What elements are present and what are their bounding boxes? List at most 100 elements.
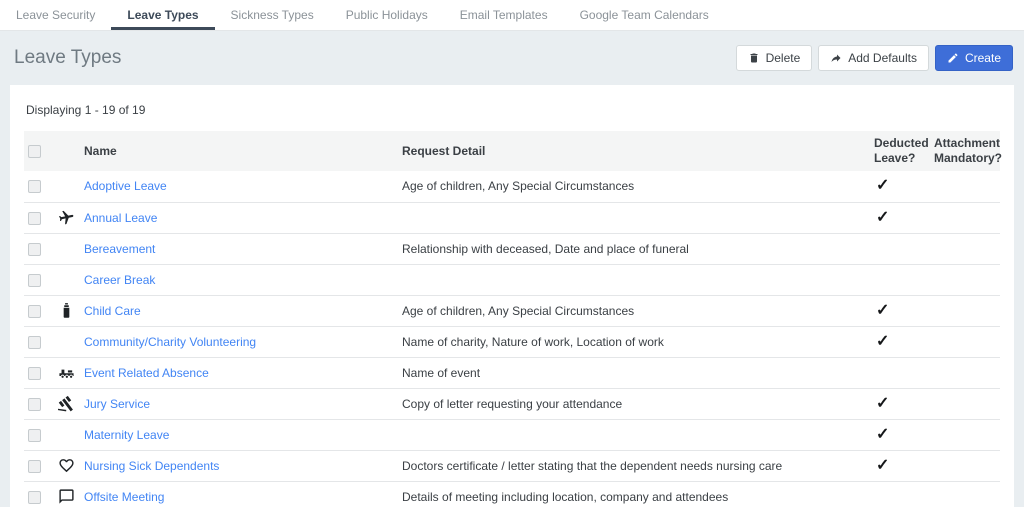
- attachment-mandatory-cell: [930, 233, 1000, 265]
- leave-type-link[interactable]: Nursing Sick Dependents: [84, 458, 220, 473]
- delete-button[interactable]: Delete: [735, 45, 813, 71]
- leave-type-link[interactable]: Career Break: [84, 272, 156, 287]
- row-checkbox[interactable]: [28, 335, 41, 349]
- table-row: Annual Leave ✓: [24, 202, 1000, 234]
- attachment-mandatory-cell: [930, 450, 1000, 482]
- request-detail-cell: Name of event: [398, 357, 870, 389]
- icon-cell: [54, 264, 80, 296]
- name-cell: Child Care: [80, 295, 398, 327]
- attachment-mandatory-cell: [930, 264, 1000, 296]
- attachment-mandatory-cell: [930, 357, 1000, 389]
- request-detail-cell: Details of meeting including location, c…: [398, 481, 870, 507]
- request-detail-cell: [398, 202, 870, 234]
- tab-public-holidays[interactable]: Public Holidays: [345, 8, 428, 22]
- name-cell: Nursing Sick Dependents: [80, 450, 398, 482]
- table-row: Nursing Sick Dependents Doctors certifica…: [24, 450, 1000, 482]
- request-detail-column-header: Request Detail: [398, 131, 870, 171]
- request-detail-cell: [398, 264, 870, 296]
- name-cell: Community/Charity Volunteering: [80, 326, 398, 358]
- checkbox-cell: [24, 481, 54, 507]
- row-checkbox[interactable]: [28, 490, 41, 504]
- name-cell: Bereavement: [80, 233, 398, 265]
- request-detail-cell: Copy of letter requesting your attendanc…: [398, 388, 870, 420]
- tab-leave-security[interactable]: Leave Security: [16, 8, 96, 22]
- table-row: Jury Service Copy of letter requesting yo…: [24, 388, 1000, 420]
- leave-types-table-body: Adoptive Leave Age of children, Any Speci…: [24, 171, 1000, 507]
- tab-google-team-calendars[interactable]: Google Team Calendars: [579, 8, 709, 22]
- row-checkbox[interactable]: [28, 428, 41, 442]
- name-cell: Offsite Meeting: [80, 481, 398, 507]
- attachment-mandatory-cell: [930, 295, 1000, 327]
- deducted-leave-column-header: Deducted Leave?: [870, 131, 930, 171]
- deducted-leave-cell: ✓: [870, 419, 930, 451]
- deducted-leave-cell: ✓: [870, 388, 930, 420]
- leave-type-link[interactable]: Offsite Meeting: [84, 489, 165, 504]
- icon-cell: [54, 171, 80, 203]
- row-checkbox[interactable]: [28, 242, 41, 256]
- toolbar: Delete Add Defaults Create: [735, 45, 1013, 71]
- row-checkbox[interactable]: [28, 211, 41, 225]
- icon-cell: [54, 295, 80, 327]
- attachment-mandatory-cell: [930, 202, 1000, 234]
- create-button[interactable]: Create: [934, 45, 1013, 71]
- baby-bottle-icon: [58, 302, 75, 319]
- icon-cell: [54, 326, 80, 358]
- table-row: Bereavement Relationship with deceased, D…: [24, 233, 1000, 265]
- name-cell: Career Break: [80, 264, 398, 296]
- deducted-leave-cell: [870, 264, 930, 296]
- icon-column-header: [54, 131, 80, 171]
- train-icon: [58, 364, 75, 381]
- create-button-label: Create: [964, 51, 1001, 65]
- check-mark-icon: ✓: [876, 177, 890, 195]
- leave-type-link[interactable]: Child Care: [84, 303, 141, 318]
- checkbox-cell: [24, 326, 54, 358]
- table-row: Event Related Absence Name of event: [24, 357, 1000, 389]
- icon-cell: [54, 357, 80, 389]
- tab-sickness-types[interactable]: Sickness Types: [230, 8, 314, 22]
- row-checkbox[interactable]: [28, 273, 41, 287]
- row-checkbox[interactable]: [28, 366, 41, 380]
- leave-type-link[interactable]: Community/Charity Volunteering: [84, 334, 257, 349]
- tab-email-templates[interactable]: Email Templates: [459, 8, 548, 22]
- icon-cell: [54, 450, 80, 482]
- leave-types-card: Displaying 1 - 19 of 19 Name Request Det…: [10, 85, 1014, 507]
- leave-types-table: Name Request Detail Deducted Leave? Atta…: [24, 131, 1002, 507]
- airplane-icon: [58, 209, 75, 226]
- add-defaults-button[interactable]: Add Defaults: [818, 45, 929, 71]
- row-checkbox[interactable]: [28, 459, 41, 473]
- tab-leave-types[interactable]: Leave Types: [111, 0, 215, 30]
- deducted-leave-cell: ✓: [870, 171, 930, 203]
- leave-type-link[interactable]: Jury Service: [84, 396, 151, 411]
- forward-arrow-icon: [831, 54, 841, 62]
- deducted-leave-cell: ✓: [870, 202, 930, 234]
- attachment-mandatory-cell: [930, 171, 1000, 203]
- check-mark-icon: ✓: [876, 208, 890, 226]
- select-all-checkbox[interactable]: [28, 144, 41, 158]
- checkbox-cell: [24, 357, 54, 389]
- leave-type-link[interactable]: Event Related Absence: [84, 365, 209, 380]
- icon-cell: [54, 233, 80, 265]
- attachment-mandatory-cell: [930, 326, 1000, 358]
- heart-icon: [58, 457, 75, 474]
- row-checkbox[interactable]: [28, 304, 41, 318]
- request-detail-cell: Name of charity, Nature of work, Locatio…: [398, 326, 870, 358]
- attachment-mandatory-cell: [930, 419, 1000, 451]
- leave-type-link[interactable]: Adoptive Leave: [84, 179, 167, 194]
- deducted-leave-cell: ✓: [870, 295, 930, 327]
- deducted-leave-cell: [870, 481, 930, 507]
- attachment-mandatory-cell: [930, 481, 1000, 507]
- delete-button-label: Delete: [765, 51, 801, 65]
- name-cell: Event Related Absence: [80, 357, 398, 389]
- leave-type-link[interactable]: Maternity Leave: [84, 427, 170, 442]
- leave-type-link[interactable]: Annual Leave: [84, 210, 158, 225]
- checkbox-cell: [24, 295, 54, 327]
- row-checkbox[interactable]: [28, 397, 41, 411]
- row-checkbox[interactable]: [28, 180, 41, 194]
- pencil-icon: [948, 53, 958, 63]
- request-detail-cell: Relationship with deceased, Date and pla…: [398, 233, 870, 265]
- leave-type-link[interactable]: Bereavement: [84, 241, 156, 256]
- deducted-leave-cell: [870, 233, 930, 265]
- checkbox-cell: [24, 450, 54, 482]
- icon-cell: [54, 202, 80, 234]
- name-cell: Adoptive Leave: [80, 171, 398, 203]
